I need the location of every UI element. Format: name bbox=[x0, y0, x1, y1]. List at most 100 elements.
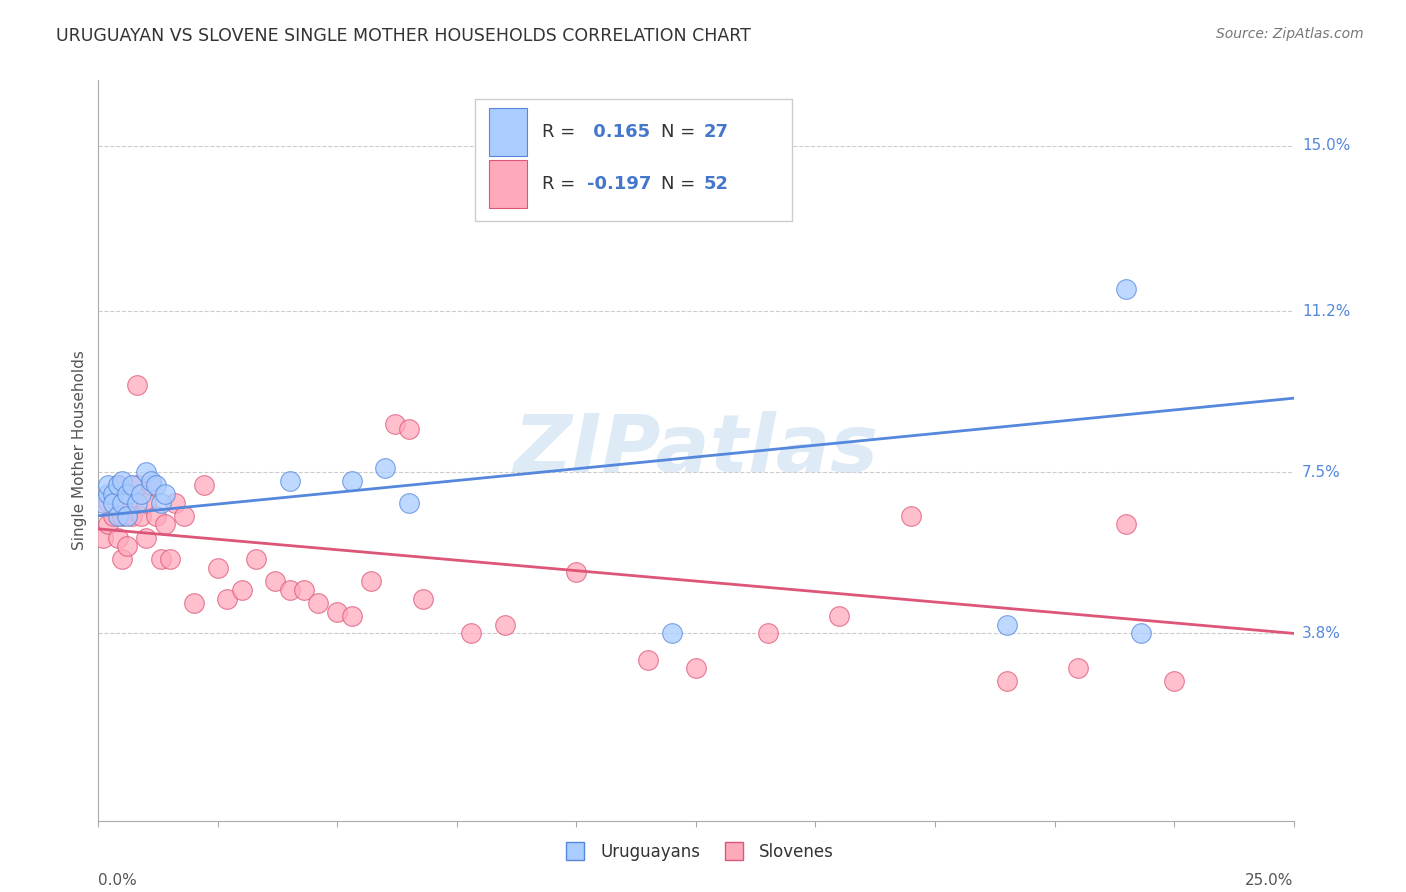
Point bbox=[121, 508, 143, 523]
Point bbox=[135, 531, 157, 545]
Point bbox=[278, 582, 301, 597]
Point bbox=[125, 378, 148, 392]
Point bbox=[155, 517, 177, 532]
Point bbox=[1115, 282, 1137, 296]
Point bbox=[97, 496, 120, 510]
Point bbox=[278, 474, 301, 488]
Text: Source: ZipAtlas.com: Source: ZipAtlas.com bbox=[1216, 27, 1364, 41]
Point bbox=[685, 661, 707, 675]
Point bbox=[661, 626, 683, 640]
Point bbox=[111, 474, 134, 488]
Point bbox=[1163, 674, 1185, 689]
Text: -0.197: -0.197 bbox=[588, 175, 651, 193]
Text: 27: 27 bbox=[703, 123, 728, 141]
Point bbox=[115, 539, 138, 553]
Text: R =: R = bbox=[541, 175, 581, 193]
Point bbox=[245, 552, 267, 566]
Point bbox=[207, 561, 229, 575]
Point bbox=[115, 487, 138, 501]
Point bbox=[326, 605, 349, 619]
Text: 25.0%: 25.0% bbox=[1246, 873, 1294, 888]
Text: 15.0%: 15.0% bbox=[1302, 138, 1350, 153]
Text: N =: N = bbox=[661, 123, 702, 141]
Text: 0.0%: 0.0% bbox=[98, 873, 138, 888]
Text: URUGUAYAN VS SLOVENE SINGLE MOTHER HOUSEHOLDS CORRELATION CHART: URUGUAYAN VS SLOVENE SINGLE MOTHER HOUSE… bbox=[56, 27, 751, 45]
Point bbox=[135, 465, 157, 479]
Point bbox=[995, 617, 1018, 632]
Point bbox=[97, 487, 120, 501]
Point bbox=[1067, 661, 1090, 675]
Point bbox=[107, 478, 129, 492]
Point bbox=[115, 496, 138, 510]
Text: 7.5%: 7.5% bbox=[1302, 465, 1340, 480]
Point bbox=[637, 652, 659, 666]
Text: 3.8%: 3.8% bbox=[1302, 626, 1341, 640]
Point bbox=[360, 574, 382, 588]
Text: R =: R = bbox=[541, 123, 581, 141]
Point bbox=[91, 531, 114, 545]
Point bbox=[107, 531, 129, 545]
Point bbox=[97, 478, 120, 492]
Point bbox=[107, 508, 129, 523]
Point bbox=[292, 582, 315, 597]
FancyBboxPatch shape bbox=[475, 99, 792, 221]
Point bbox=[121, 478, 143, 492]
Point bbox=[384, 417, 406, 432]
Point bbox=[145, 478, 167, 492]
Point bbox=[131, 487, 153, 501]
Point bbox=[135, 496, 157, 510]
Point bbox=[101, 487, 124, 501]
Text: 52: 52 bbox=[703, 175, 728, 193]
Point bbox=[125, 496, 148, 510]
Point bbox=[374, 461, 396, 475]
Point bbox=[163, 496, 186, 510]
Point bbox=[340, 609, 363, 624]
Point bbox=[155, 487, 177, 501]
Point bbox=[91, 496, 114, 510]
Point bbox=[828, 609, 851, 624]
Text: N =: N = bbox=[661, 175, 702, 193]
Point bbox=[125, 478, 148, 492]
Point bbox=[159, 552, 181, 566]
Point bbox=[412, 591, 434, 606]
Point bbox=[398, 496, 420, 510]
Point bbox=[307, 596, 329, 610]
Point bbox=[995, 674, 1018, 689]
Point bbox=[494, 617, 516, 632]
Point bbox=[193, 478, 215, 492]
Point bbox=[111, 508, 134, 523]
Point bbox=[183, 596, 205, 610]
Point bbox=[107, 478, 129, 492]
Point bbox=[101, 496, 124, 510]
Point bbox=[460, 626, 482, 640]
Point bbox=[264, 574, 287, 588]
Y-axis label: Single Mother Households: Single Mother Households bbox=[72, 351, 87, 550]
Point bbox=[1115, 517, 1137, 532]
Point bbox=[1129, 626, 1152, 640]
Text: 0.165: 0.165 bbox=[588, 123, 651, 141]
Point bbox=[101, 508, 124, 523]
FancyBboxPatch shape bbox=[489, 160, 527, 208]
Point bbox=[149, 496, 172, 510]
Point bbox=[149, 552, 172, 566]
Point bbox=[340, 474, 363, 488]
Legend: Uruguayans, Slovenes: Uruguayans, Slovenes bbox=[553, 837, 839, 868]
Point bbox=[565, 566, 588, 580]
Point bbox=[231, 582, 253, 597]
Point bbox=[173, 508, 195, 523]
Point bbox=[756, 626, 779, 640]
Point bbox=[139, 478, 162, 492]
Point bbox=[111, 496, 134, 510]
Point bbox=[131, 508, 153, 523]
Point bbox=[111, 552, 134, 566]
Point bbox=[97, 517, 120, 532]
Point bbox=[145, 508, 167, 523]
FancyBboxPatch shape bbox=[489, 108, 527, 156]
Point bbox=[398, 422, 420, 436]
Point bbox=[139, 474, 162, 488]
Point bbox=[101, 487, 124, 501]
Point bbox=[115, 508, 138, 523]
Point bbox=[217, 591, 239, 606]
Text: ZIPatlas: ZIPatlas bbox=[513, 411, 879, 490]
Point bbox=[900, 508, 922, 523]
